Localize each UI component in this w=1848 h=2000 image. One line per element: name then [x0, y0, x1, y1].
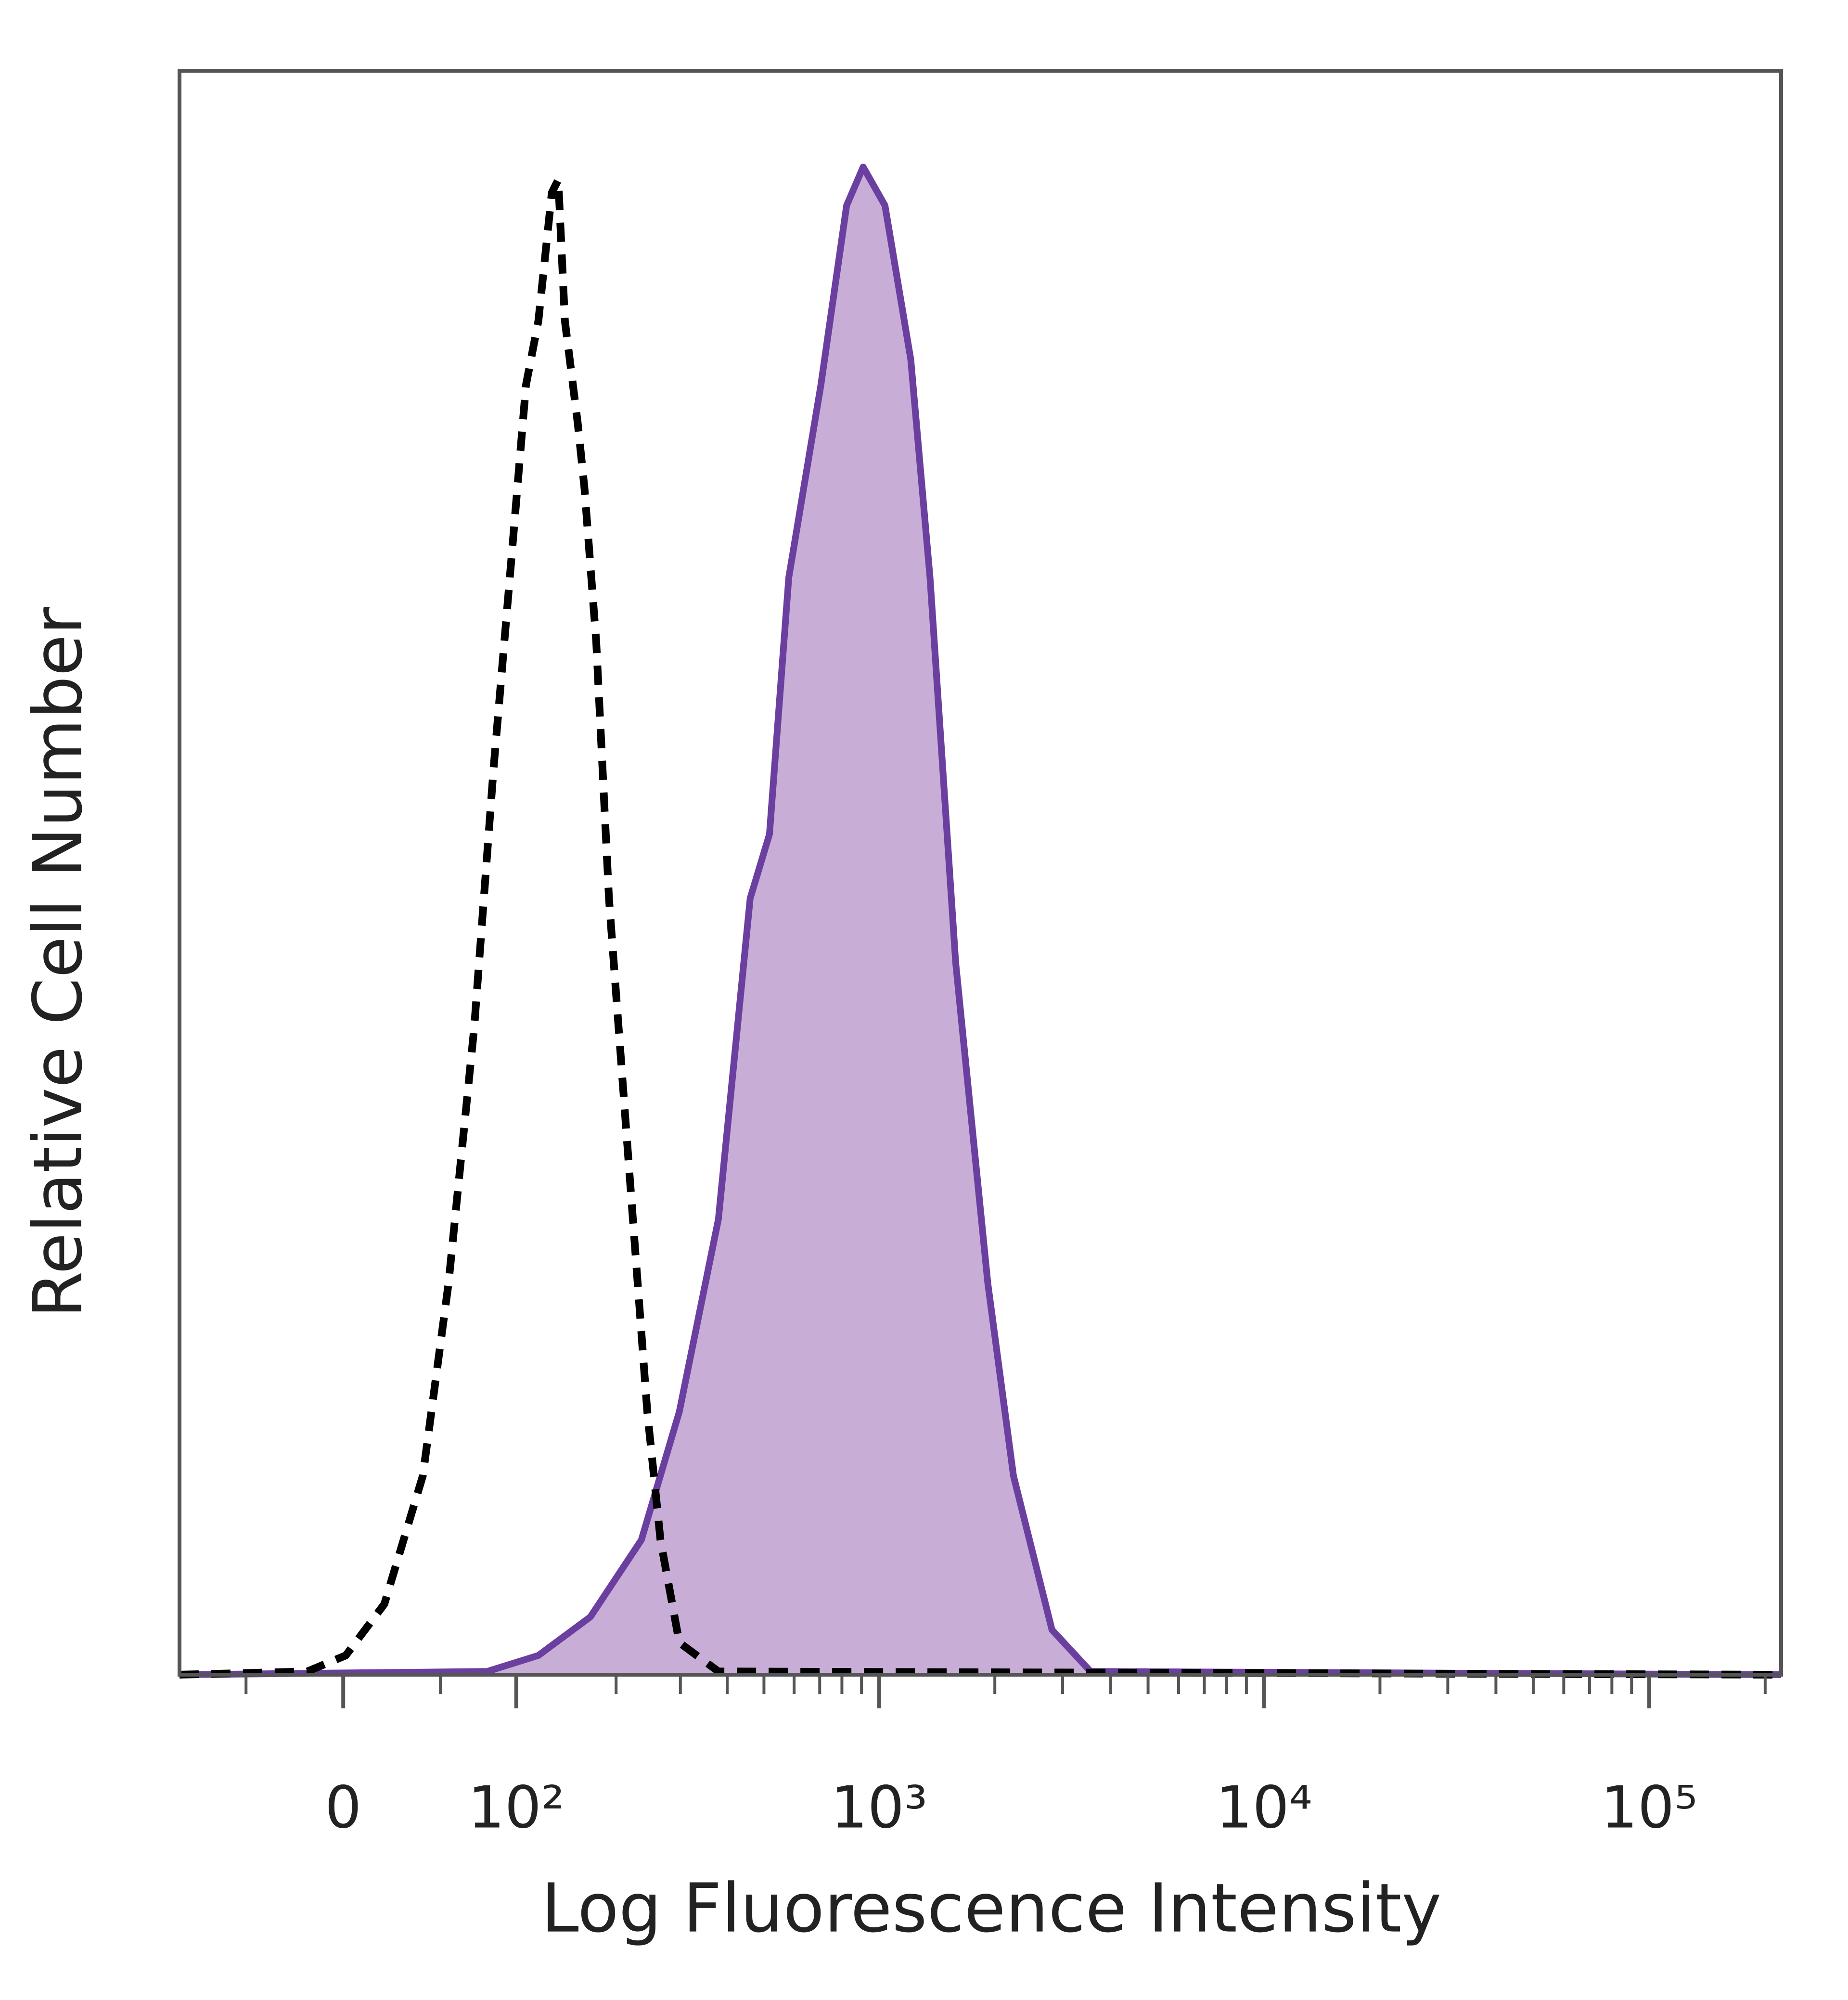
x-tick-label: 10³: [831, 1775, 927, 1842]
x-tick-label: 10⁵: [1601, 1775, 1698, 1842]
plot-frame: [178, 69, 1783, 1677]
histogram-line: [179, 176, 1782, 1679]
x-tick-label: 10⁴: [1216, 1775, 1312, 1842]
x-tick-label: 0: [325, 1775, 361, 1842]
x-tick-label: 10²: [468, 1775, 565, 1842]
y-axis-label: Relative Cell Number: [19, 607, 98, 1318]
x-axis-label: Log Fluorescence Intensity: [541, 1870, 1442, 1948]
area: [180, 167, 1781, 1675]
histogram-line: [179, 164, 1782, 1678]
